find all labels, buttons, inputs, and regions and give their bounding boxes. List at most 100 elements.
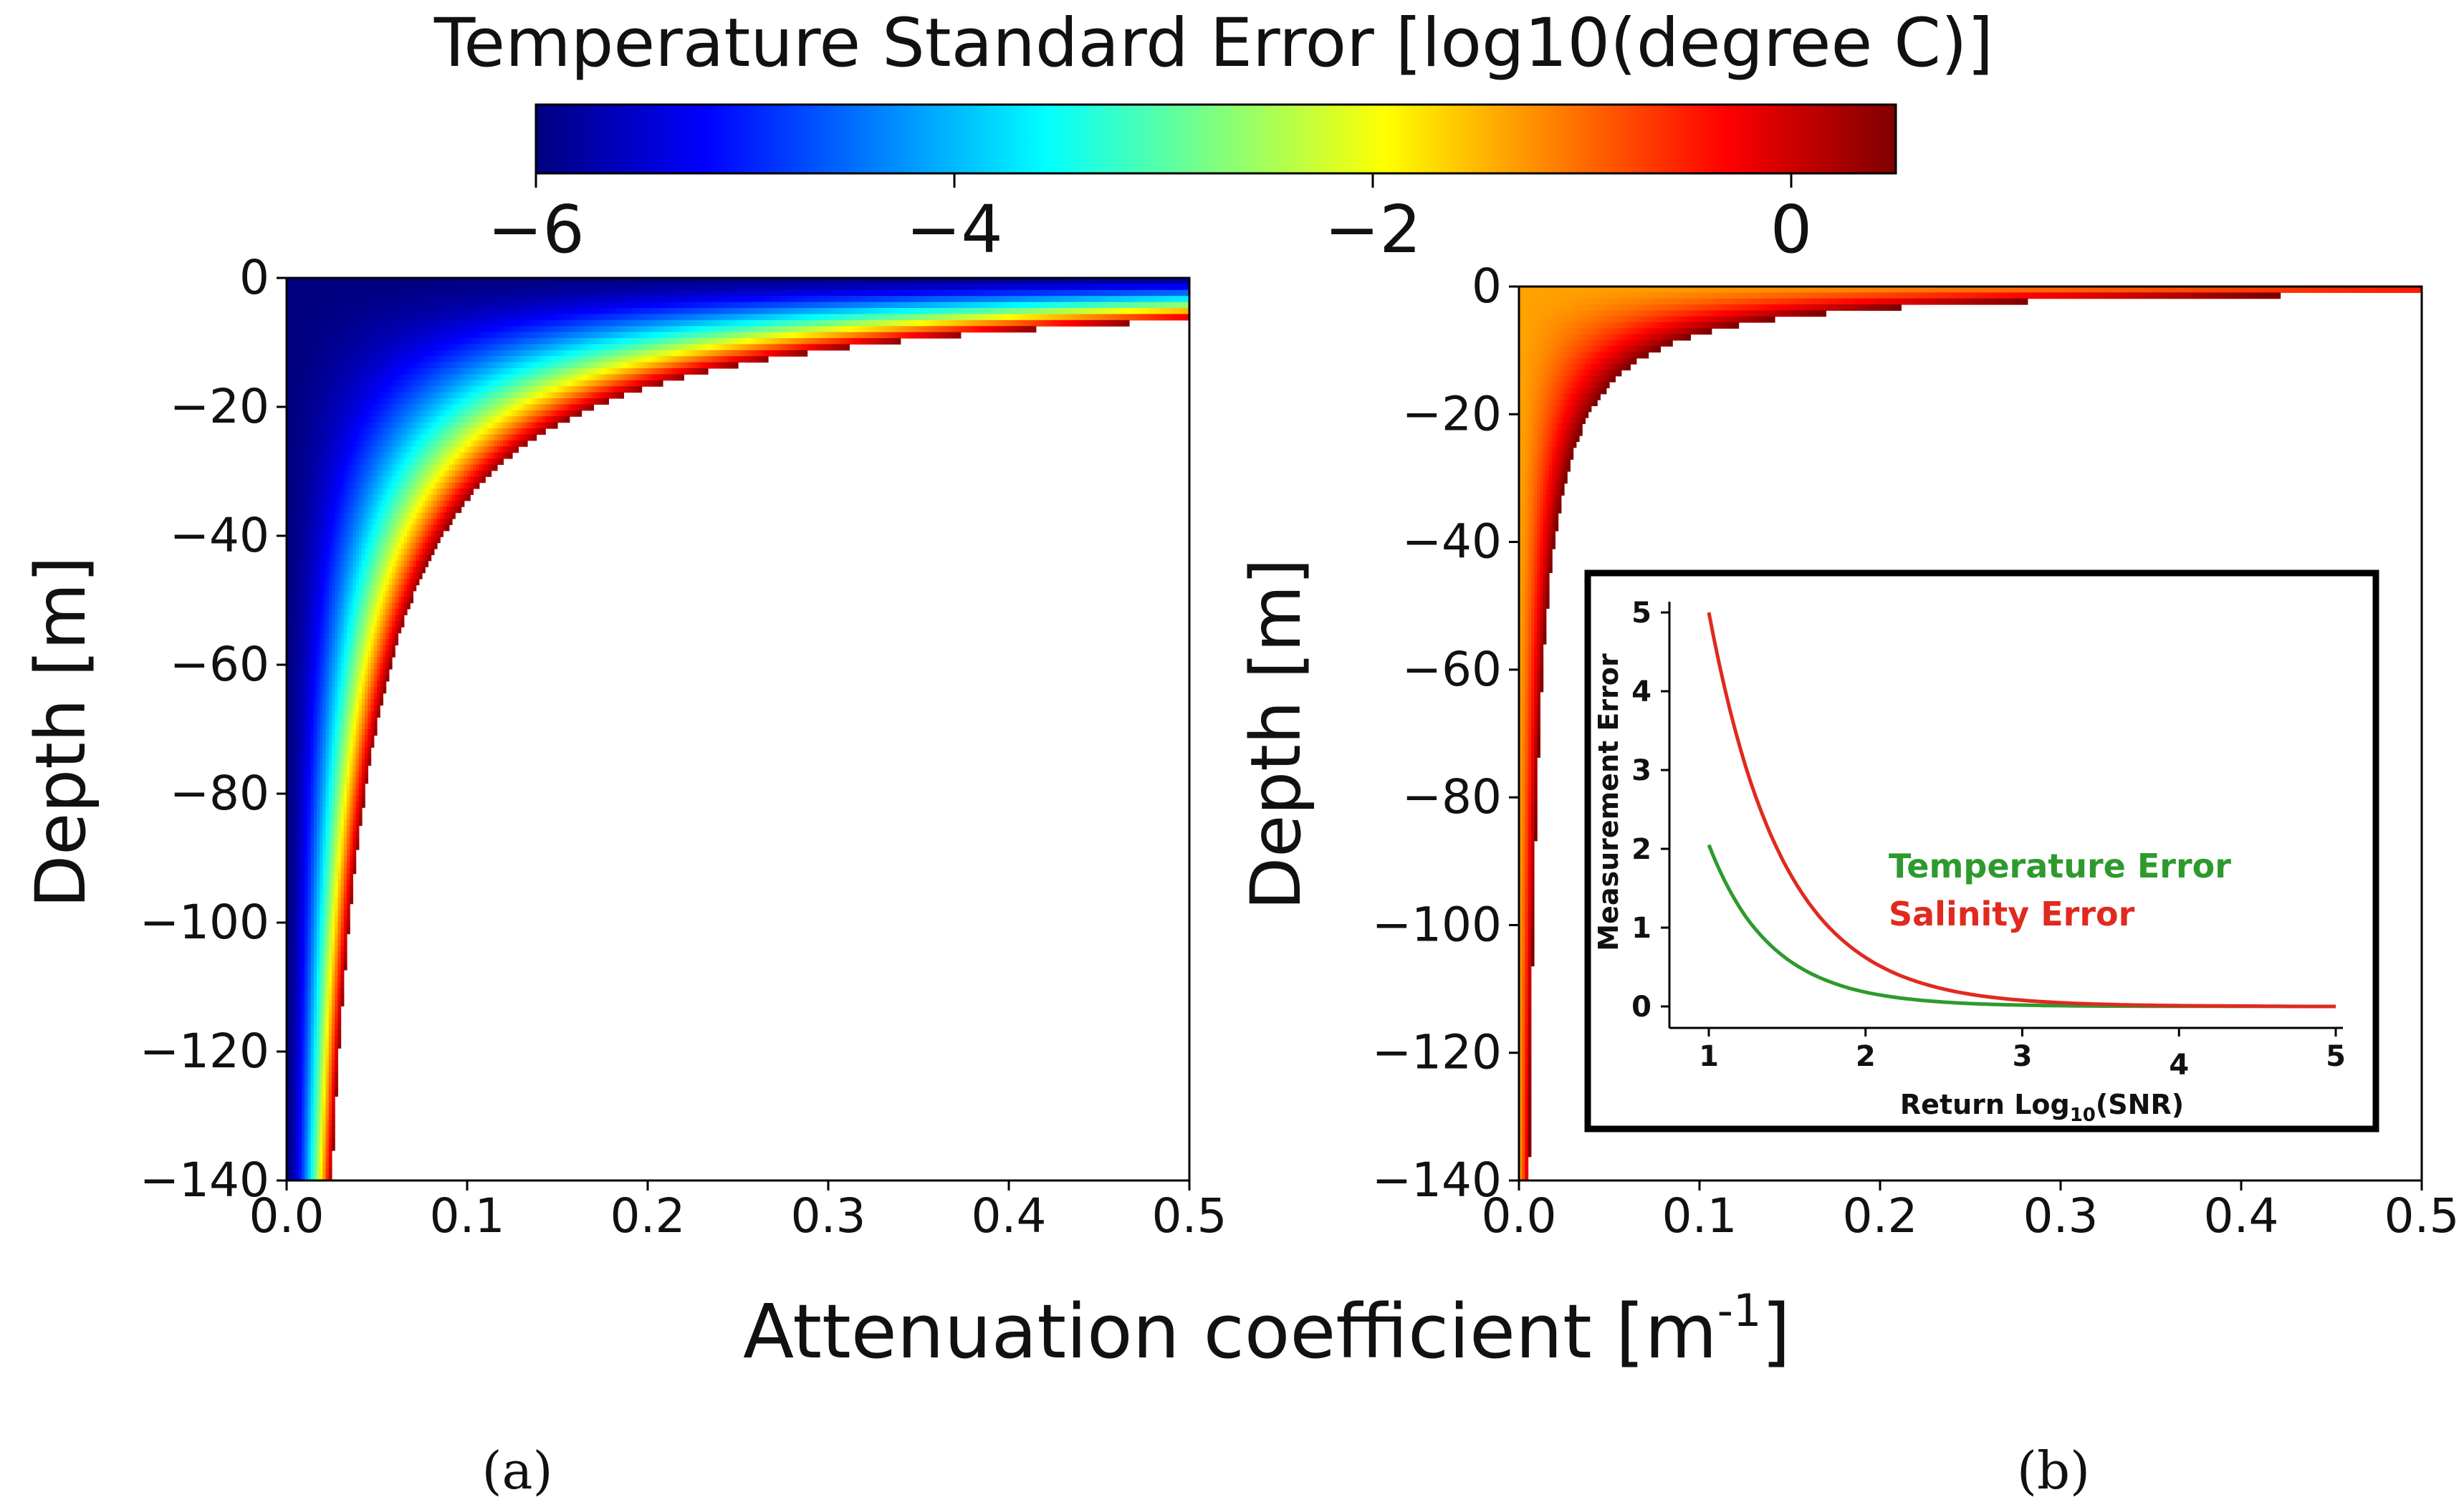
heatmap-cell (365, 650, 368, 658)
heatmap-cell (428, 519, 432, 525)
heatmap-cell (332, 356, 335, 363)
heatmap-cell (307, 627, 312, 634)
heatmap-cell (365, 440, 368, 447)
heatmap-cell (298, 1102, 302, 1109)
heatmap-cell (362, 386, 365, 393)
heatmap-cell (287, 988, 290, 995)
heatmap-cell (413, 326, 417, 333)
heatmap-cell (302, 519, 305, 525)
heatmap-cell (337, 602, 342, 610)
heatmap-cell (325, 398, 330, 405)
heatmap-cell (325, 1162, 330, 1169)
heatmap-cell (287, 620, 290, 627)
heatmap-cell (353, 344, 357, 351)
heatmap-cell (295, 386, 299, 393)
heatmap-cell (322, 416, 327, 423)
heatmap-cell (380, 446, 383, 453)
heatmap-cell (287, 663, 290, 670)
heatmap-cell (302, 1096, 305, 1103)
heatmap-cell (343, 681, 347, 688)
heatmap-cell (307, 741, 312, 748)
heatmap-cell (313, 1162, 317, 1169)
heatmap-cell (347, 639, 350, 645)
heatmap-cell (335, 801, 338, 808)
heatmap-cell (385, 452, 390, 459)
heatmap-cell (425, 452, 428, 459)
heatmap-cell (407, 549, 411, 555)
heatmap-cell (433, 374, 438, 381)
heatmap-cell (350, 633, 353, 640)
heatmap-cell (335, 615, 338, 622)
heatmap-cell (332, 609, 335, 615)
heatmap-cell (337, 1018, 342, 1025)
heatmap-cell (302, 819, 305, 826)
heatmap-cell (383, 422, 387, 429)
heatmap-cell (313, 813, 317, 820)
heatmap-cell (380, 422, 383, 429)
heatmap-cell (289, 855, 293, 862)
heatmap-cell (355, 537, 360, 544)
heatmap-cell (368, 362, 372, 369)
heatmap-cell (416, 380, 420, 387)
heatmap-cell (437, 398, 441, 405)
heatmap-cell (310, 867, 315, 875)
heatmap-cell (377, 398, 380, 405)
heatmap-cell (337, 572, 342, 580)
heatmap-cell (289, 609, 293, 615)
heatmap-cell (353, 590, 357, 597)
heatmap-cell (332, 1060, 335, 1067)
heatmap-cell (337, 344, 342, 351)
heatmap-cell (392, 579, 396, 585)
heatmap-cell (320, 1066, 323, 1073)
heatmap-cell (320, 777, 323, 784)
heatmap-cell (292, 747, 297, 754)
heatmap-cell (310, 765, 315, 772)
heatmap-cell (287, 898, 290, 905)
heatmap-cell (317, 1102, 320, 1109)
heatmap-cell (332, 783, 335, 790)
heatmap-cell (320, 825, 323, 832)
heatmap-cell (310, 723, 315, 730)
heatmap-cell (305, 1150, 308, 1157)
heatmap-cell (307, 951, 312, 958)
heatmap-cell (355, 711, 360, 718)
heatmap-cell (307, 1126, 312, 1133)
heatmap-cell (295, 633, 299, 640)
heatmap-cell (317, 560, 320, 567)
heatmap-cell (295, 1096, 299, 1103)
heatmap-cell (377, 278, 380, 284)
heatmap-cell (310, 675, 315, 682)
heatmap-cell (298, 807, 302, 814)
heatmap-cell (407, 314, 411, 321)
heatmap-cell (313, 319, 317, 327)
heatmap-cell (398, 470, 402, 477)
heatmap-cell (410, 422, 413, 429)
heatmap-cell (362, 404, 365, 411)
heatmap-cell (358, 615, 363, 622)
heatmap-cell (385, 368, 390, 375)
heatmap-cell (416, 542, 420, 549)
heatmap-cell (353, 663, 357, 670)
heatmap-cell (416, 494, 420, 501)
heatmap-cell (401, 314, 405, 321)
heatmap-cell (305, 356, 308, 363)
heatmap-cell (362, 482, 365, 489)
heatmap-cell (302, 747, 305, 754)
heatmap-cell (395, 500, 398, 507)
heatmap-cell (337, 933, 342, 941)
heatmap-cell (302, 524, 305, 532)
heatmap-cell (335, 819, 338, 826)
heatmap-cell (298, 338, 302, 345)
heatmap-cell (332, 452, 335, 459)
heatmap-cell (322, 344, 327, 351)
heatmap-cell (380, 278, 383, 284)
heatmap-cell (317, 284, 320, 291)
heatmap-cell (332, 789, 335, 796)
heatmap-cell (292, 489, 297, 495)
heatmap-cell (292, 633, 297, 640)
heatmap-cell (373, 434, 378, 441)
heatmap-cell (355, 807, 360, 814)
heatmap-cell (431, 537, 435, 544)
heatmap-cell (292, 1108, 297, 1115)
heatmap-cell (337, 759, 342, 766)
